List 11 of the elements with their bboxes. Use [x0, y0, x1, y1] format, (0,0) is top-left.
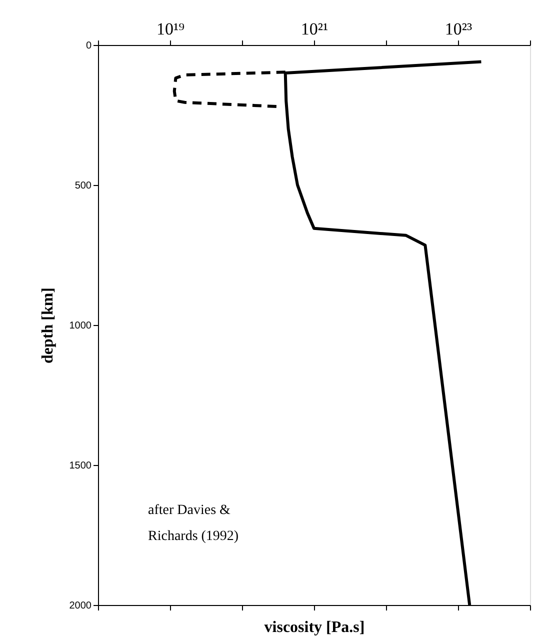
y-tick-label: 0: [86, 40, 92, 52]
x-tick-label: 10²³: [444, 20, 472, 38]
y-tick-label: 1500: [69, 460, 92, 472]
y-tick-label: 500: [74, 180, 92, 192]
y-tick-label: 2000: [69, 600, 92, 612]
y-tick-label: 1000: [69, 320, 92, 332]
x-axis-title: viscosity [Pa.s]: [264, 619, 365, 636]
y-axis-title: depth [km]: [39, 287, 56, 364]
x-tick-label: 10²¹: [300, 20, 328, 38]
annotation: after Davies & Richards (1992): [148, 503, 239, 544]
x-tick-label: 10¹⁹: [156, 20, 185, 38]
